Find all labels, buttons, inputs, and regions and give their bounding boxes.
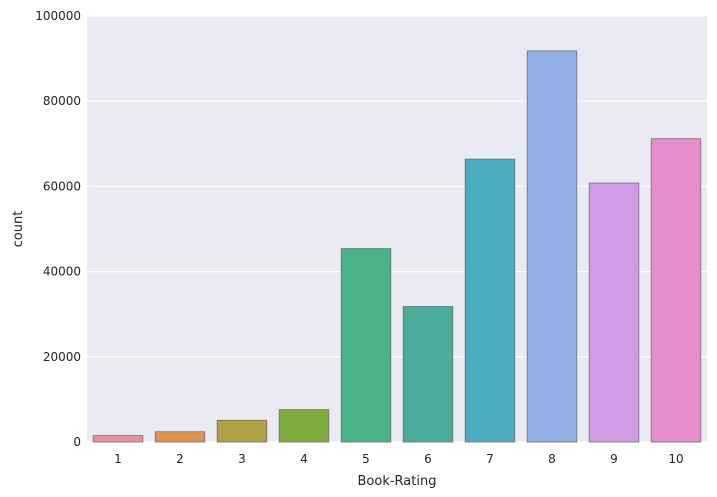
y-tick-label: 20000	[43, 350, 81, 364]
x-axis-label: Book-Rating	[358, 474, 437, 489]
x-tick-label: 1	[114, 452, 122, 466]
x-tick-label: 8	[548, 452, 556, 466]
x-tick-label: 3	[238, 452, 246, 466]
x-tick-label: 9	[610, 452, 618, 466]
bar-rating-7	[464, 158, 516, 443]
bar-rating-3	[216, 419, 268, 443]
y-tick-label: 100000	[35, 9, 81, 23]
x-tick-label: 7	[486, 452, 494, 466]
bar-rating-10	[650, 138, 702, 443]
bars	[92, 50, 702, 443]
bar-rating-6	[402, 306, 454, 443]
x-tick-label: 2	[176, 452, 184, 466]
y-axis-label: count	[11, 211, 26, 248]
bar-rating-1	[92, 435, 144, 443]
bar-rating-9	[588, 182, 640, 443]
x-tick-label: 10	[668, 452, 683, 466]
y-tick-labels: 0 20000 40000 60000 80000 100000	[35, 9, 81, 449]
bar-rating-2	[154, 431, 206, 443]
x-tick-labels: 1 2 3 4 5 6 7 8 9 10	[114, 452, 683, 466]
x-tick-label: 5	[362, 452, 370, 466]
x-tick-label: 4	[300, 452, 308, 466]
y-tick-label: 0	[73, 435, 81, 449]
y-tick-label: 60000	[43, 179, 81, 193]
bar-rating-5	[340, 248, 392, 443]
y-tick-label: 80000	[43, 94, 81, 108]
bar-rating-8	[526, 50, 578, 443]
bar-rating-4	[278, 409, 330, 443]
x-tick-label: 6	[424, 452, 432, 466]
y-tick-label: 40000	[43, 265, 81, 279]
